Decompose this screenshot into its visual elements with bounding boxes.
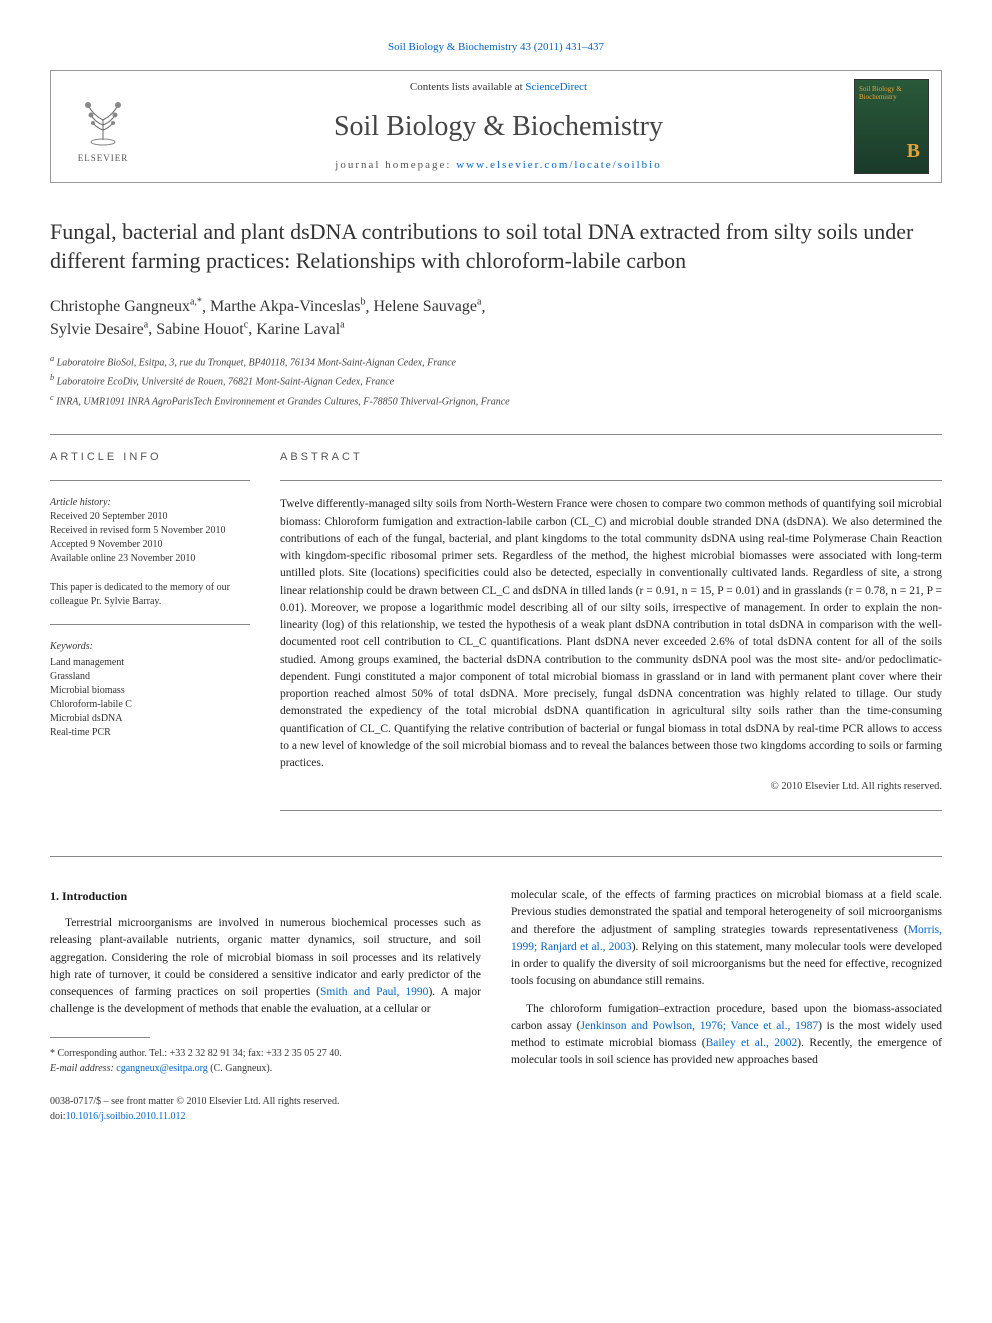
- intro-heading: 1. Introduction: [50, 887, 481, 905]
- affiliation: b Laboratoire EcoDiv, Université de Roue…: [50, 372, 942, 389]
- copyright: © 2010 Elsevier Ltd. All rights reserved…: [280, 780, 942, 795]
- history-title: Article history:: [50, 496, 250, 510]
- contents-line: Contents lists available at ScienceDirec…: [143, 80, 854, 95]
- footnote-divider: [50, 1037, 150, 1038]
- header-center: Contents lists available at ScienceDirec…: [143, 80, 854, 174]
- dedication: This paper is dedicated to the memory of…: [50, 581, 250, 609]
- body-column-left: 1. Introduction Terrestrial microorganis…: [50, 887, 481, 1124]
- elsevier-tree-icon: [73, 90, 133, 150]
- author: Karine Lavala: [256, 321, 344, 338]
- author: Sylvie Desairea: [50, 321, 148, 338]
- keywords: Keywords: Land management Grassland Micr…: [50, 640, 250, 740]
- journal-reference: Soil Biology & Biochemistry 43 (2011) 43…: [50, 40, 942, 55]
- keyword: Land management: [50, 656, 250, 670]
- keyword: Microbial dsDNA: [50, 712, 250, 726]
- keyword: Real-time PCR: [50, 726, 250, 740]
- doi-footer: 0038-0717/$ – see front matter © 2010 El…: [50, 1094, 481, 1124]
- journal-cover-thumbnail: Soil Biology & Biochemistry B: [854, 79, 929, 174]
- abstract-column: ABSTRACT Twelve differently-managed silt…: [280, 450, 942, 826]
- affiliation: a Laboratoire BioSol, Esitpa, 3, rue du …: [50, 353, 942, 370]
- doi-label: doi:: [50, 1111, 66, 1122]
- cover-letter: B: [907, 137, 920, 165]
- body-columns: 1. Introduction Terrestrial microorganis…: [50, 887, 942, 1124]
- keyword: Microbial biomass: [50, 684, 250, 698]
- body-column-right: molecular scale, of the effects of farmi…: [511, 887, 942, 1124]
- abstract-label: ABSTRACT: [280, 450, 942, 465]
- article-info-column: ARTICLE INFO Article history: Received 2…: [50, 450, 250, 826]
- intro-para: Terrestrial microorganisms are involved …: [50, 915, 481, 1019]
- citation-link[interactable]: Smith and Paul, 1990: [320, 986, 428, 998]
- affiliations: a Laboratoire BioSol, Esitpa, 3, rue du …: [50, 353, 942, 409]
- divider: [50, 856, 942, 857]
- author: Helene Sauvagea: [373, 298, 481, 315]
- journal-name: Soil Biology & Biochemistry: [143, 107, 854, 146]
- divider: [280, 810, 942, 811]
- publisher-name: ELSEVIER: [78, 152, 129, 165]
- history-revised: Received in revised form 5 November 2010: [50, 524, 250, 538]
- author: Sabine Houotc: [156, 321, 248, 338]
- journal-ref-link[interactable]: Soil Biology & Biochemistry 43 (2011) 43…: [388, 41, 604, 53]
- article-title: Fungal, bacterial and plant dsDNA contri…: [50, 218, 942, 275]
- authors-list: Christophe Gangneuxa,*, Marthe Akpa-Vinc…: [50, 296, 942, 341]
- elsevier-logo: ELSEVIER: [63, 79, 143, 174]
- article-history: Article history: Received 20 September 2…: [50, 496, 250, 566]
- email-link[interactable]: cgangneux@esitpa.org: [116, 1063, 208, 1074]
- corresponding-author: * Corresponding author. Tel.: +33 2 32 8…: [50, 1046, 481, 1076]
- cover-title: Soil Biology & Biochemistry: [859, 86, 928, 101]
- issn-line: 0038-0717/$ – see front matter © 2010 El…: [50, 1094, 481, 1109]
- keyword: Chloroform-labile C: [50, 698, 250, 712]
- corresponding-tel: * Corresponding author. Tel.: +33 2 32 8…: [50, 1046, 481, 1061]
- meta-abstract-row: ARTICLE INFO Article history: Received 2…: [50, 450, 942, 826]
- divider: [50, 624, 250, 625]
- author: Christophe Gangneuxa,*: [50, 298, 202, 315]
- email-label: E-mail address:: [50, 1063, 116, 1074]
- email-person: (C. Gangneux).: [208, 1063, 272, 1074]
- history-accepted: Accepted 9 November 2010: [50, 538, 250, 552]
- homepage-link[interactable]: www.elsevier.com/locate/soilbio: [456, 159, 661, 171]
- doi-link[interactable]: 10.1016/j.soilbio.2010.11.012: [66, 1111, 186, 1122]
- history-received: Received 20 September 2010: [50, 510, 250, 524]
- intro-para: The chloroform fumigation–extraction pro…: [511, 1001, 942, 1070]
- sciencedirect-link[interactable]: ScienceDirect: [525, 81, 587, 93]
- author: Marthe Akpa-Vinceslasb: [210, 298, 366, 315]
- contents-text: Contents lists available at: [410, 81, 525, 93]
- intro-para: molecular scale, of the effects of farmi…: [511, 887, 942, 991]
- citation-link[interactable]: Jenkinson and Powlson, 1976; Vance et al…: [580, 1020, 818, 1032]
- history-online: Available online 23 November 2010: [50, 552, 250, 566]
- homepage-label: journal homepage:: [335, 159, 456, 171]
- keywords-title: Keywords:: [50, 640, 250, 654]
- abstract-text: Twelve differently-managed silty soils f…: [280, 496, 942, 772]
- divider: [280, 480, 942, 481]
- keyword: Grassland: [50, 670, 250, 684]
- homepage-line: journal homepage: www.elsevier.com/locat…: [143, 158, 854, 173]
- citation-link[interactable]: Bailey et al., 2002: [706, 1037, 798, 1049]
- journal-header: ELSEVIER Contents lists available at Sci…: [50, 70, 942, 183]
- article-info-label: ARTICLE INFO: [50, 450, 250, 465]
- divider: [50, 434, 942, 435]
- divider: [50, 480, 250, 481]
- affiliation: c INRA, UMR1091 INRA AgroParisTech Envir…: [50, 392, 942, 409]
